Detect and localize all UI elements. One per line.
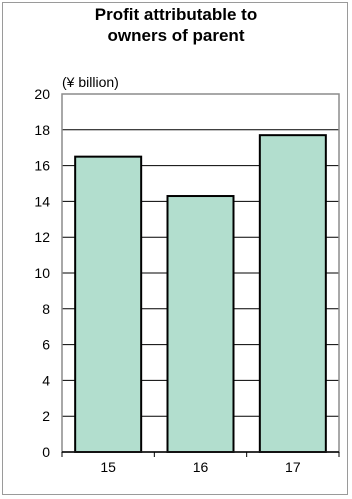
y-tick-label: 20 [34,86,50,102]
y-tick-label: 10 [34,265,50,281]
y-tick-label: 0 [42,444,50,460]
y-tick-labels: 0 2 4 6 8 10 12 14 16 18 20 [34,86,50,460]
y-tick-label: 4 [42,372,50,388]
bar-15 [74,155,143,453]
x-tick-labels: 15 16 17 [100,459,300,475]
y-axis-unit-label: (¥ billion) [62,74,119,90]
y-tick-label: 12 [34,229,50,245]
bars [74,134,327,453]
y-tick-label: 8 [42,301,50,317]
chart-title-line-2: owners of parent [107,26,245,45]
chart-title: Profit attributable to owners of parent [0,4,352,46]
x-tick-label: 17 [285,459,301,475]
x-tick-label: 16 [193,459,209,475]
axes [61,451,340,457]
y-tick-label: 18 [34,122,50,138]
y-tick-label: 14 [34,193,50,209]
bar-16 [166,195,235,453]
y-tick-label: 6 [42,337,50,353]
y-tick-label: 16 [34,158,50,174]
bar-17 [258,134,327,453]
x-tick-label: 15 [100,459,116,475]
y-tick-label: 2 [42,408,50,424]
chart-title-line-1: Profit attributable to [94,5,258,24]
